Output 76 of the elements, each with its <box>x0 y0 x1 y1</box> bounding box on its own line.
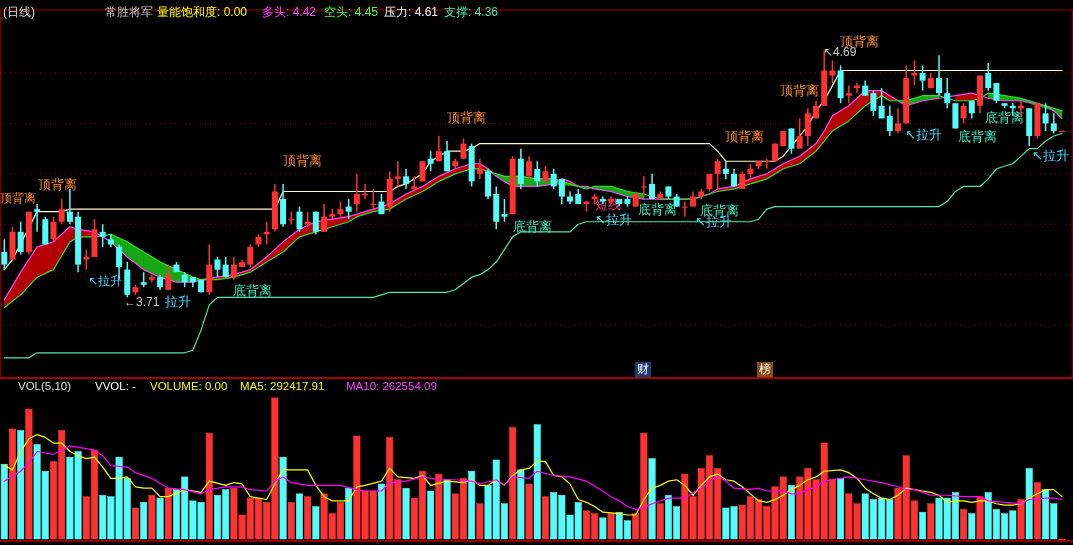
bar <box>525 483 533 540</box>
bar <box>25 408 33 540</box>
text: VOLUME: 0.00 <box>150 380 228 393</box>
bar <box>148 495 156 540</box>
annotation: 顶背离 <box>38 177 77 193</box>
bar <box>927 503 935 540</box>
text: MA10: 262554.09 <box>346 380 437 393</box>
bar <box>164 487 172 540</box>
bar <box>296 493 303 540</box>
bar <box>656 503 664 540</box>
annotation: 顶背离 <box>780 83 819 99</box>
bar <box>345 487 353 540</box>
bar <box>0 463 8 540</box>
text: MA5: 292417.91 <box>240 380 325 393</box>
bar <box>976 496 984 540</box>
chart-title: VOL(5,10) <box>18 380 72 393</box>
bar <box>17 430 25 540</box>
bar <box>9 428 16 540</box>
bar <box>156 497 164 540</box>
annotation: 顶背离 <box>725 129 764 145</box>
bar <box>968 513 976 540</box>
annotation: 财 <box>637 362 649 377</box>
bar <box>468 471 476 540</box>
annotation: ↖拉升 <box>88 274 123 289</box>
bar <box>1033 482 1041 540</box>
candlestick <box>829 59 836 84</box>
annotation: 顶背离 <box>447 110 486 126</box>
bar <box>648 458 656 540</box>
annotation: 空头: 4.45 <box>324 5 379 20</box>
bar <box>443 479 451 540</box>
candlestick <box>911 59 918 87</box>
bar <box>1025 468 1033 540</box>
annotation: 量能饱和度: 0.00 <box>157 5 248 20</box>
annotation: ↖拉升 <box>905 127 942 143</box>
annotation: 顶背离 <box>0 191 36 206</box>
bar <box>509 427 517 540</box>
annotation: 底背离 <box>638 202 677 218</box>
bar <box>542 496 549 540</box>
bar <box>517 469 525 540</box>
bar <box>960 509 968 540</box>
annotation: 底背离 <box>513 219 552 235</box>
annotation: ↖拉升 <box>1032 148 1069 164</box>
bar <box>435 473 443 540</box>
annotation: 顶背离 <box>283 153 322 169</box>
annotation: 拉升 <box>165 294 191 310</box>
bar <box>279 456 287 540</box>
annotation: 底背离 <box>233 283 272 299</box>
bar <box>312 506 320 540</box>
annotation: 底背离 <box>985 110 1024 126</box>
bar <box>787 485 795 540</box>
candlestick <box>501 198 508 223</box>
bar <box>132 507 139 540</box>
text: VVOL: - <box>95 380 137 393</box>
bar <box>378 483 385 540</box>
annotation: 支撑: 4.36 <box>444 5 499 20</box>
bar <box>476 503 484 540</box>
bar <box>919 511 927 540</box>
bar <box>427 490 435 540</box>
bar <box>1017 499 1025 540</box>
annotation: 底背离 <box>958 129 997 145</box>
bar <box>205 432 213 540</box>
annotation: 多头: 4.42 <box>262 5 317 20</box>
bar <box>140 502 148 540</box>
annotation: 压力: 4.61 <box>384 5 439 20</box>
bar <box>287 502 295 540</box>
annotation: 榜 <box>759 362 771 377</box>
bar <box>837 478 845 540</box>
bar <box>533 424 541 540</box>
annotation: 常胜将军 <box>105 5 153 20</box>
chart-title: (日线) <box>3 5 35 20</box>
candlestick <box>83 248 90 271</box>
bar <box>607 513 615 540</box>
bar <box>599 517 607 540</box>
bar <box>304 496 312 540</box>
annotation: ←3.71 <box>124 295 160 310</box>
bar <box>402 487 410 540</box>
